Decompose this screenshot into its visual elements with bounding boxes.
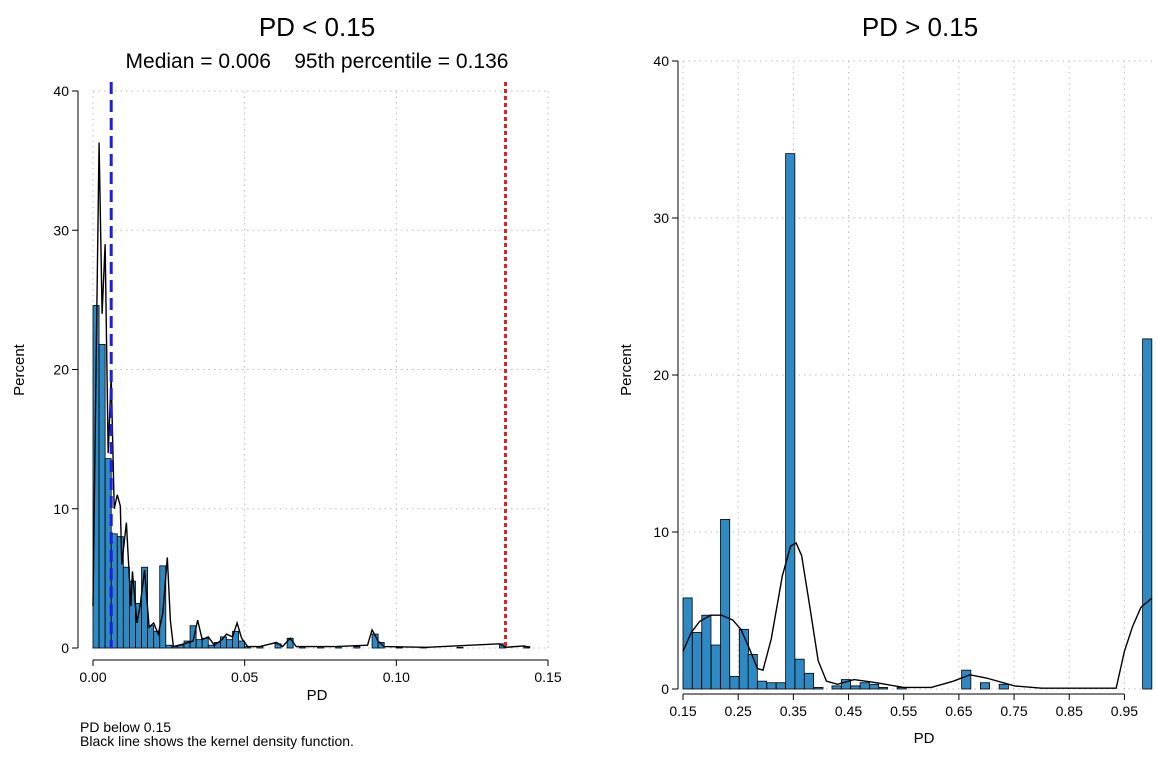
left-y-tick-label: 0 <box>61 640 69 656</box>
left-histogram-bar <box>232 630 240 649</box>
right-y-axis-label: Percent <box>618 343 635 396</box>
right-title: PD > 0.15 <box>862 12 978 42</box>
right-y-tick-label: 40 <box>653 53 669 69</box>
right-histogram-bar <box>691 632 702 690</box>
right-x-tick-label: 0.55 <box>890 703 917 719</box>
right-y-tick-label: 10 <box>653 524 669 540</box>
right-histogram-bar <box>785 153 796 690</box>
right-histogram-bar <box>840 679 851 690</box>
right-x-tick-label: 0.25 <box>725 703 752 719</box>
left-reference-lines <box>109 82 508 648</box>
right-histogram-bar <box>738 628 749 690</box>
left-histogram-bar <box>98 344 106 649</box>
right-x-tick-label: 0.95 <box>1111 703 1138 719</box>
left-histogram-bar <box>377 642 385 649</box>
right-histogram-bar <box>831 685 842 690</box>
footnote-line-2: Black line shows the kernel density func… <box>80 733 354 749</box>
left-y-tick-label: 10 <box>53 501 69 517</box>
left-panel: PD < 0.15 Median = 0.006 95th percentile… <box>11 12 562 704</box>
left-y-tick-label: 40 <box>53 83 69 99</box>
right-histogram-bar <box>998 683 1009 690</box>
left-histogram-bar <box>147 625 155 649</box>
left-y-tick-label: 30 <box>53 222 69 238</box>
right-histogram-bar <box>1142 338 1153 690</box>
right-histogram-bar <box>701 614 712 690</box>
left-x-axis-label: PD <box>307 687 328 704</box>
right-histogram-bar <box>747 654 758 690</box>
left-histogram-bar <box>226 639 233 649</box>
left-y-tick-label: 20 <box>53 362 69 378</box>
right-histogram-bar <box>869 683 880 690</box>
right-histogram-bar <box>859 682 870 690</box>
right-histogram-bar <box>720 519 731 690</box>
left-subtitle: Median = 0.006 95th percentile = 0.136 <box>126 50 509 73</box>
right-histogram-bar <box>877 687 888 690</box>
right-y-tick-label: 20 <box>653 367 669 383</box>
left-y-axis-label: Percent <box>11 343 28 396</box>
left-axes: 0 10 20 30 40 0.00 0.05 0.10 0.15 <box>53 83 561 685</box>
left-histogram-bar <box>353 646 361 649</box>
left-x-tick-label: 0.10 <box>383 669 410 685</box>
right-histogram-bar <box>961 669 972 690</box>
right-x-tick-label: 0.65 <box>945 703 972 719</box>
right-histogram-bar <box>803 672 815 690</box>
footnote-line-1: PD below 0.15 <box>80 719 172 735</box>
left-x-tick-label: 0.00 <box>79 669 106 685</box>
right-histogram-bar <box>813 687 824 690</box>
right-histogram-bar <box>729 676 740 690</box>
right-histogram-bar <box>766 682 777 690</box>
right-x-tick-label: 0.45 <box>835 703 862 719</box>
left-title: PD < 0.15 <box>259 12 375 42</box>
right-histogram-bar <box>757 680 768 690</box>
right-x-tick-label: 0.75 <box>1000 703 1027 719</box>
right-x-tick-label: 0.35 <box>780 703 807 719</box>
left-histogram-bar <box>238 640 246 649</box>
right-x-tick-label: 0.85 <box>1056 703 1083 719</box>
left-x-tick-label: 0.05 <box>231 669 258 685</box>
right-x-axis-label: PD <box>914 730 935 747</box>
left-histogram-bar <box>165 644 173 649</box>
left-kde-line <box>92 142 530 649</box>
right-histogram-bar <box>710 644 721 690</box>
right-histogram-bar <box>775 682 786 690</box>
right-x-tick-label: 0.15 <box>669 703 696 719</box>
right-bars <box>682 153 1153 690</box>
left-histogram-bar <box>207 644 215 649</box>
left-histogram-bar <box>456 646 464 649</box>
left-histogram-bar <box>195 639 203 649</box>
right-y-tick-label: 30 <box>653 210 669 226</box>
left-histogram-bar <box>122 566 130 649</box>
left-histogram-bar <box>189 625 197 649</box>
left-histogram-bar <box>141 566 149 649</box>
right-y-tick-label: 0 <box>661 681 669 697</box>
left-x-tick-label: 0.15 <box>534 669 561 685</box>
left-grid <box>92 90 549 649</box>
right-histogram-bar <box>682 597 693 690</box>
right-grid <box>682 60 1152 690</box>
left-bars <box>92 305 531 649</box>
right-histogram-bar <box>850 685 861 690</box>
right-kde-line <box>682 541 1153 689</box>
right-axes: 0 10 20 30 40 0.15 0.25 0.35 0.45 0.55 0.65 0.75 0.8… <box>653 53 1138 719</box>
right-histogram-bar <box>980 682 991 690</box>
right-histogram-bar <box>794 658 805 690</box>
